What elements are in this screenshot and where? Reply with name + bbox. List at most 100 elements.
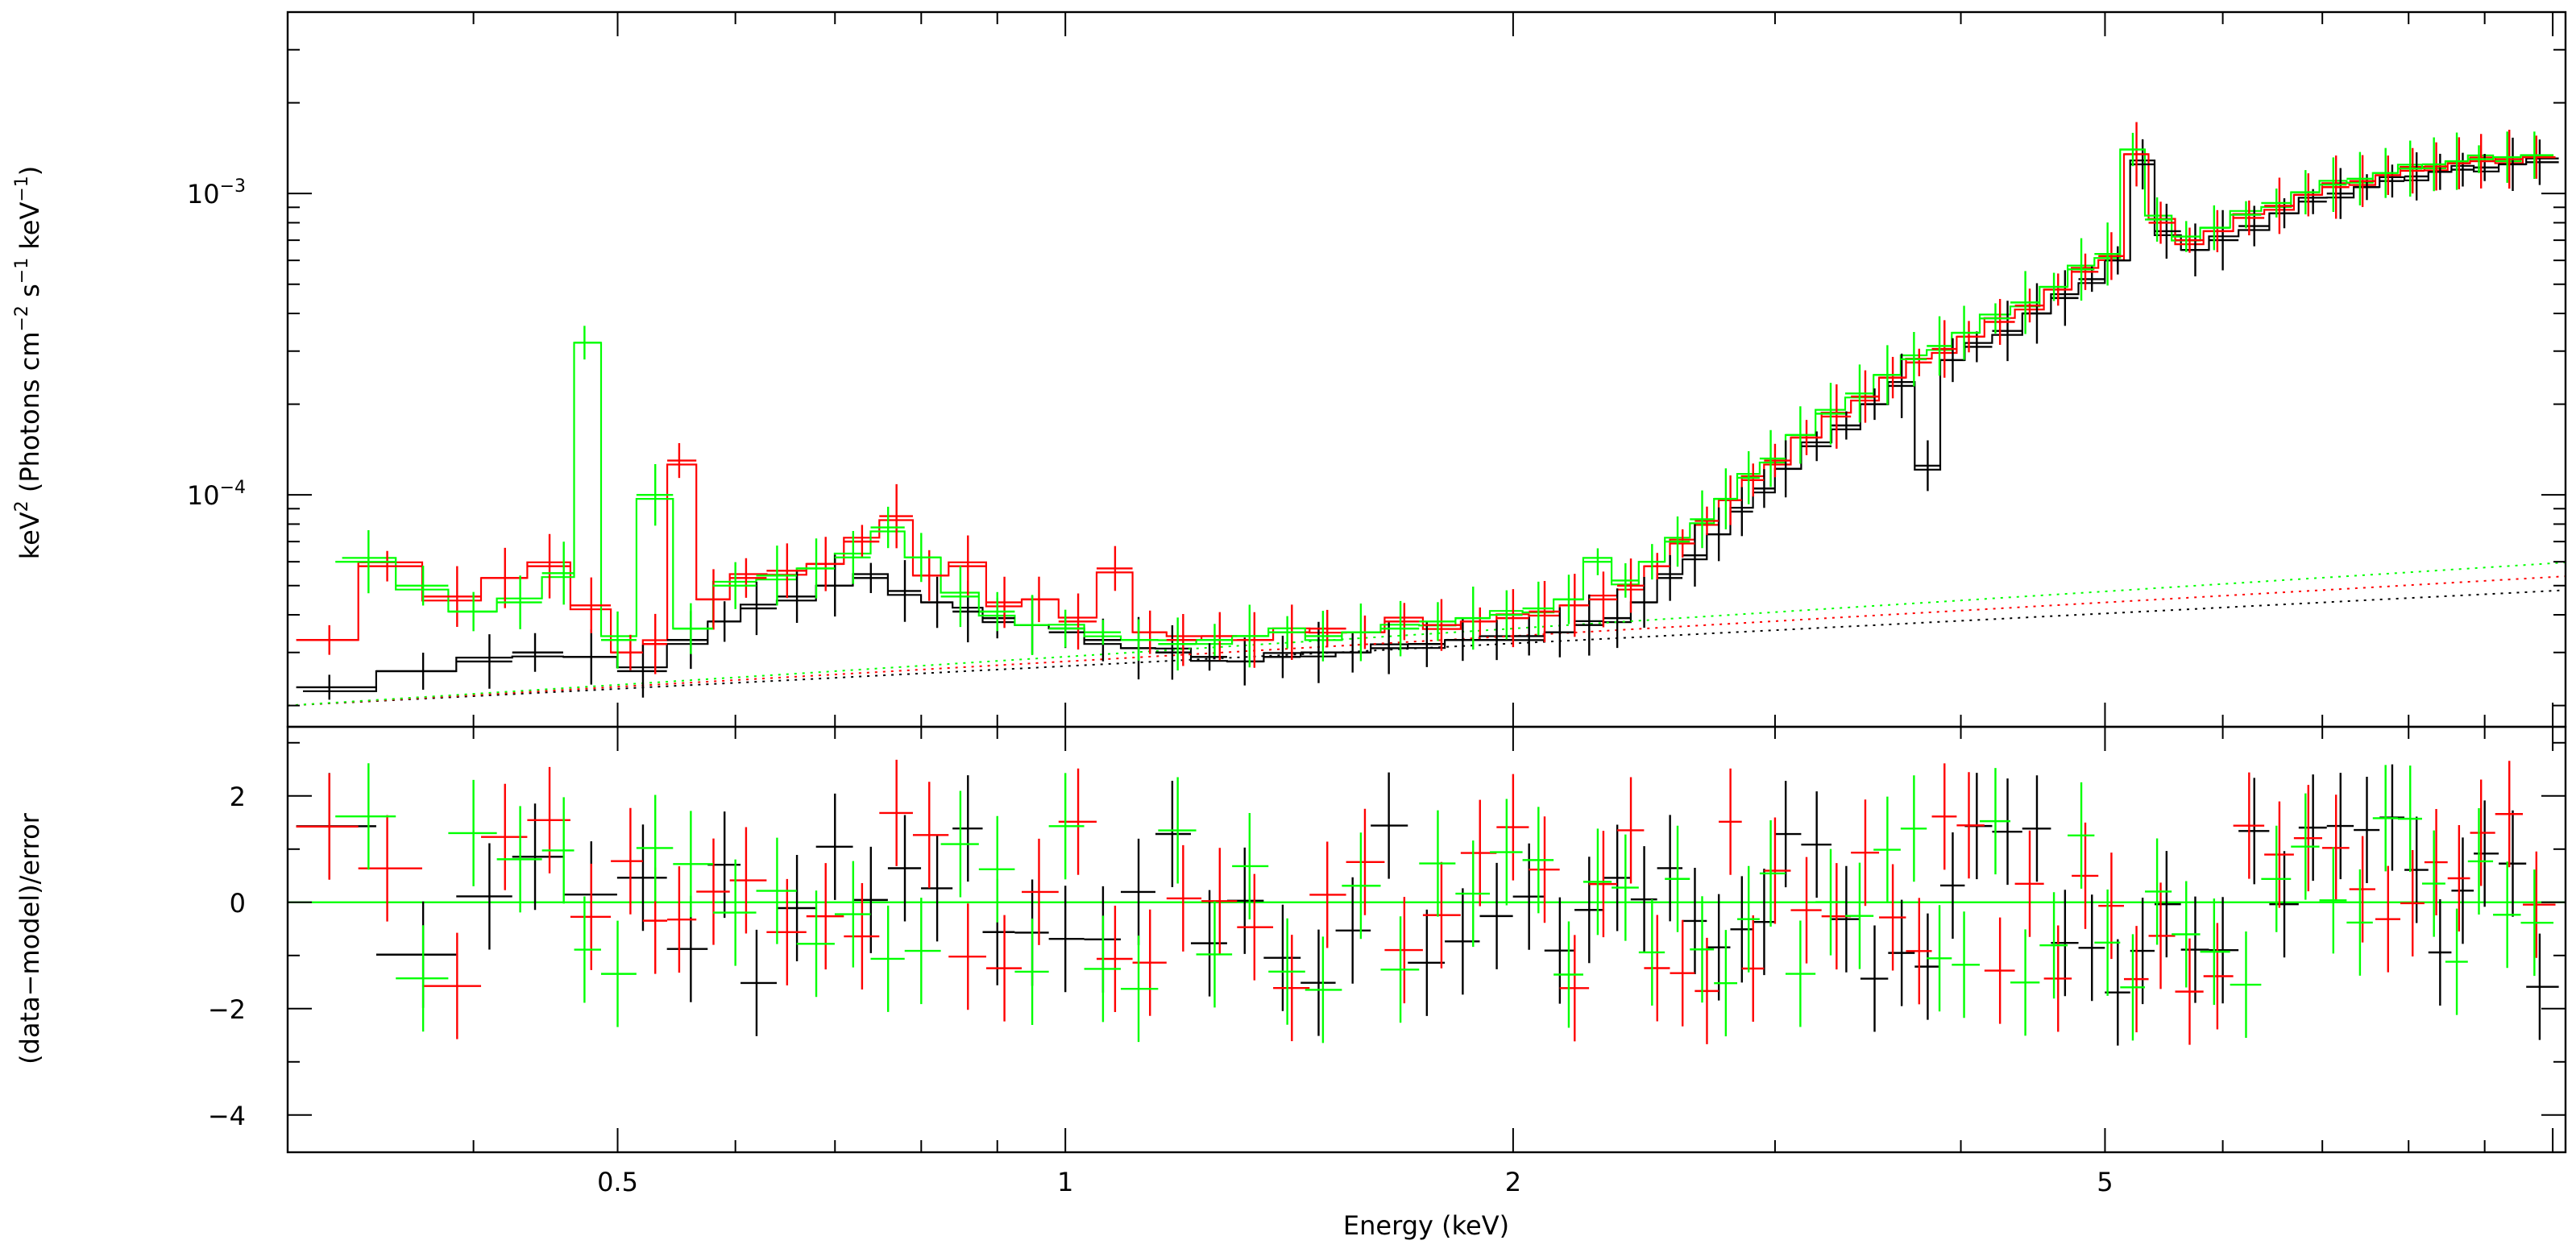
spectrum-data-point xyxy=(2130,139,2155,190)
spectrum-data-point xyxy=(1201,612,1238,661)
spectrum-data-point xyxy=(844,525,880,558)
spectrum-data-point xyxy=(1309,609,1346,648)
spectrum-data-point xyxy=(879,483,913,549)
residual-data-point xyxy=(1346,808,1385,915)
spectrum-data-point xyxy=(1753,469,1775,508)
residual-data-point xyxy=(1992,778,2022,886)
spectrum-data-point xyxy=(2428,153,2452,190)
residual-data-point xyxy=(636,794,674,902)
residual-data-point xyxy=(2470,779,2495,886)
spectrum-data-point xyxy=(2098,232,2124,280)
spectrum-data-point xyxy=(1455,587,1491,650)
spectrum-data-point xyxy=(1553,575,1583,624)
spectrum-data-point xyxy=(887,560,922,622)
spectrum-data-point xyxy=(2495,130,2524,189)
residual-data-point xyxy=(2233,772,2265,879)
spectrum-data-point xyxy=(2400,147,2425,194)
residual-data-point xyxy=(2130,898,2155,1005)
spectrum-data-point xyxy=(870,506,905,549)
residual-data-point xyxy=(2447,824,2470,931)
residual-data-point xyxy=(1665,825,1690,932)
residual-data-point xyxy=(1984,917,2015,1024)
residual-data-point xyxy=(667,866,697,973)
residual-data-point xyxy=(1084,915,1121,1023)
residual-data-point xyxy=(1496,774,1529,881)
x-tick-label: 1 xyxy=(1057,1167,1073,1197)
residual-data-point xyxy=(1774,781,1802,888)
spectrum-data-point xyxy=(1774,440,1802,498)
residual-data-point xyxy=(1166,844,1202,952)
spectrum-data-point xyxy=(1022,576,1059,623)
residual-data-point xyxy=(2474,800,2499,907)
spectrum-data-point xyxy=(978,591,1015,632)
spectrum-data-point xyxy=(1785,406,1816,464)
residual-data-point xyxy=(1371,772,1408,879)
residual-data-point xyxy=(2451,837,2474,944)
spectrum-data-point xyxy=(1644,553,1670,580)
spectrum-data-point xyxy=(1952,305,1981,360)
residual-data-point xyxy=(1695,937,1719,1044)
spectrum-data-point xyxy=(796,538,835,599)
residual-data-point xyxy=(1906,898,1932,1005)
residual-data-point xyxy=(2230,931,2262,1039)
residual-data-point xyxy=(2175,938,2204,1045)
spectrum-data-point xyxy=(2298,189,2327,214)
spectrum-data-point xyxy=(600,611,637,669)
residual-data-point xyxy=(1419,810,1456,917)
residual-data-point xyxy=(1522,807,1554,914)
residual-data-point xyxy=(2014,830,2044,937)
spectrum-data-point xyxy=(1657,554,1683,601)
y-tick-label: −4 xyxy=(208,1101,246,1131)
spectrum-data-point xyxy=(1048,609,1085,648)
spectrum-data-point xyxy=(1714,468,1738,530)
spectrum-data-point xyxy=(1759,429,1786,487)
residual-data-point xyxy=(2123,926,2149,1033)
residual-data-point xyxy=(1714,930,1738,1037)
residual-data-point xyxy=(1158,777,1197,884)
spectrum-data-point xyxy=(904,533,941,583)
spectrum-data-point xyxy=(2447,137,2470,189)
spectrum-data-point xyxy=(1422,599,1461,651)
residual-data-point xyxy=(2039,892,2068,999)
y-tick-label: 0 xyxy=(230,888,246,919)
tick-label-exponent: −3 xyxy=(220,176,246,197)
spectrum-data-point xyxy=(1190,643,1227,671)
residual-data-point xyxy=(1719,768,1742,875)
spectrum-data-point xyxy=(1384,603,1423,641)
spectrum-data-point xyxy=(2094,222,2121,286)
spectrum-data-point xyxy=(1690,490,1715,549)
model-component-dotted xyxy=(287,589,2566,707)
residual-data-point xyxy=(673,811,714,918)
spectrum-data-point xyxy=(1196,624,1233,657)
residual-data-point xyxy=(1927,905,1952,1012)
residual-data-point xyxy=(1022,838,1059,945)
spectrum-data-point xyxy=(2291,170,2320,215)
residual-data-point xyxy=(1583,828,1612,935)
spectrum-data-point xyxy=(2499,137,2527,192)
tick-label-base: 10 xyxy=(187,480,220,511)
spectrum-data-point xyxy=(1616,558,1645,613)
spectrum-data-point xyxy=(1544,607,1575,658)
residual-data-point xyxy=(1553,921,1583,1028)
y-tick-label: 10−4 xyxy=(187,478,246,511)
residual-data-point xyxy=(1273,935,1310,1042)
spectrum-data-point xyxy=(1764,443,1791,478)
tick-label-exponent: −4 xyxy=(220,478,246,498)
spectrum-data-point xyxy=(375,652,457,690)
spectrum-data-point xyxy=(2155,203,2181,259)
residual-data-point xyxy=(2467,807,2494,915)
residual-data-point xyxy=(1455,840,1491,948)
spectrum-data-point xyxy=(570,577,612,633)
residual-data-point xyxy=(1268,918,1305,1025)
spectrum-data-point xyxy=(1737,451,1760,504)
residual-data-point xyxy=(1616,777,1645,884)
y-tick-label: 10−3 xyxy=(187,176,246,210)
residual-data-point xyxy=(2148,882,2176,989)
residual-data-point xyxy=(2319,847,2347,954)
residual-data-point xyxy=(2520,869,2554,977)
spectrum-data-point xyxy=(296,674,376,700)
spectrum-data-point xyxy=(2203,210,2234,253)
residual-data-point xyxy=(2068,782,2095,889)
residual-data-point xyxy=(1201,848,1238,955)
residual-data-point xyxy=(2269,851,2299,958)
